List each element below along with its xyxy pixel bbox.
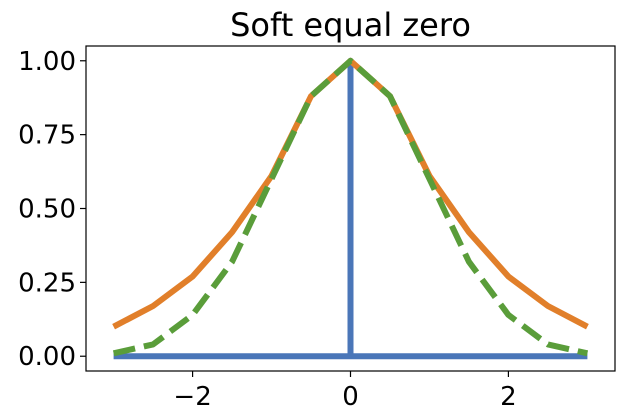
y-tick-label: 0.25 [18, 268, 76, 298]
x-tick-label: −2 [173, 382, 211, 412]
plot-area [112, 57, 589, 360]
y-axis: 0.00 0.25 0.50 0.75 1.00 [18, 47, 86, 372]
y-tick-label: 0.50 [18, 195, 76, 225]
x-axis: −2 0 2 [173, 371, 517, 412]
y-tick-label: 1.00 [18, 47, 76, 77]
series-line-3 [112, 57, 589, 357]
x-tick-label: 2 [500, 382, 517, 412]
y-tick-label: 0.75 [18, 121, 76, 151]
x-tick-label: 0 [342, 382, 359, 412]
chart-title: Soft equal zero [230, 6, 471, 44]
y-tick-label: 0.00 [18, 342, 76, 372]
series-line-1 [113, 57, 588, 360]
